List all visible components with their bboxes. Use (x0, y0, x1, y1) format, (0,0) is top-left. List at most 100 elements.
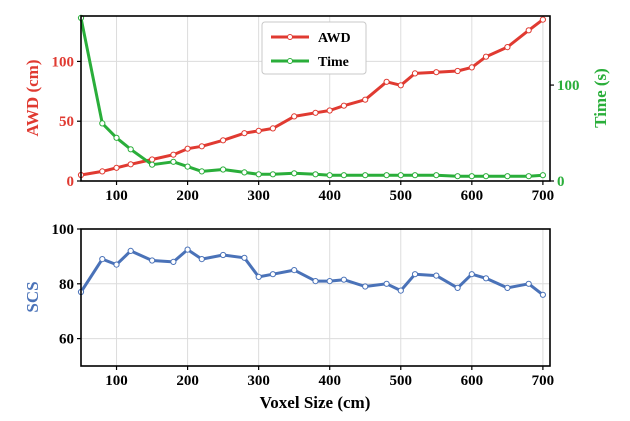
bottom-grid (81, 228, 550, 366)
time-point (433, 172, 440, 179)
awd-point (326, 107, 333, 114)
y-tick-label: 0 (67, 174, 75, 190)
scs-point (113, 261, 120, 268)
top-x-ticks: 100 200 300 400 500 600 700 (105, 181, 554, 204)
awd-point (113, 164, 120, 171)
time-point (170, 158, 177, 165)
bottom-panel: 100 200 300 400 500 600 700 60 80 100 SCS Voxel … (23, 222, 554, 412)
time-point (383, 172, 390, 179)
bottom-x-ticks: 100 200 300 400 500 600 700 (105, 366, 554, 389)
legend-time-label: Time (318, 55, 349, 70)
scs-point (241, 254, 248, 261)
scs-point (468, 271, 475, 278)
scs-point (433, 272, 440, 279)
time-point (340, 172, 347, 179)
awd-point (504, 44, 511, 51)
top-left-y-ticks: 0 50 100 (52, 54, 81, 190)
legend-box (261, 21, 367, 75)
time-point (220, 166, 227, 173)
awd-point (525, 27, 532, 34)
voxel-size-axis-label: Voxel Size (cm) (260, 393, 371, 412)
legend-awd-marker (287, 34, 293, 40)
x-tick-label: 600 (461, 188, 484, 204)
scs-point (149, 257, 156, 264)
awd-point (340, 102, 347, 109)
awd-point (468, 64, 475, 71)
bottom-plot-frame (80, 228, 551, 367)
scs-point (170, 258, 177, 265)
scs-point (291, 267, 298, 274)
awd-point (539, 16, 547, 23)
x-tick-label: 700 (532, 373, 555, 389)
y2-tick-label: 0 (557, 174, 565, 190)
scs-point (184, 246, 191, 253)
scs-point (312, 278, 319, 285)
y-tick-label: 50 (59, 114, 74, 130)
awd-point (454, 67, 461, 75)
awd-point (149, 156, 156, 163)
time-point (241, 169, 248, 176)
awd-point (362, 96, 369, 103)
x-tick-label: 100 (105, 373, 128, 389)
scs-point (504, 284, 511, 291)
scs-point (99, 256, 106, 263)
y-tick-label: 80 (59, 277, 74, 293)
x-tick-label: 300 (247, 373, 270, 389)
scs-point (397, 287, 404, 294)
awd-point (433, 69, 440, 76)
time-point (326, 172, 333, 179)
awd-point (99, 168, 106, 175)
time-point (312, 171, 319, 178)
awd-point (411, 70, 419, 77)
scs-point (340, 276, 347, 283)
scs-point (383, 280, 390, 287)
scs-point (539, 291, 547, 298)
scs-point (482, 275, 490, 282)
x-tick-label: 200 (176, 373, 199, 389)
x-tick-label: 100 (105, 188, 128, 204)
time-point (149, 161, 156, 168)
legend: AWD Time (261, 21, 367, 75)
x-tick-label: 400 (318, 373, 341, 389)
x-tick-label: 500 (390, 188, 413, 204)
awd-point (269, 125, 276, 132)
awd-point (255, 127, 262, 134)
legend-time-marker (287, 58, 293, 64)
awd-point (198, 143, 205, 150)
scs-point (255, 273, 262, 280)
time-point (504, 173, 511, 180)
scs-point (127, 247, 134, 254)
x-tick-label: 400 (318, 188, 341, 204)
awd-point (291, 113, 298, 120)
scs-point (220, 251, 227, 259)
scs-point (326, 278, 333, 285)
awd-axis-label: AWD (cm) (23, 60, 42, 137)
scs-point (411, 271, 419, 278)
time-point (411, 172, 419, 179)
scs-point (525, 280, 532, 287)
top-plot-frame (80, 15, 551, 182)
time-point (362, 172, 369, 179)
time-point (397, 172, 404, 179)
time-point (99, 120, 106, 127)
y-tick-label: 100 (52, 222, 75, 238)
awd-point (397, 82, 404, 89)
time-point (255, 171, 262, 178)
scs-axis-label: SCS (23, 281, 42, 312)
top-right-y-ticks: 0 100 (550, 78, 580, 190)
awd-point (170, 151, 177, 158)
time-point (525, 173, 532, 180)
x-tick-label: 200 (176, 188, 199, 204)
time-point (539, 172, 547, 179)
x-tick-label: 500 (390, 373, 413, 389)
scs-point (454, 284, 461, 291)
awd-point (312, 109, 319, 116)
awd-point (127, 161, 134, 168)
legend-awd-label: AWD (318, 31, 351, 46)
scs-point (269, 271, 276, 278)
time-point (468, 173, 475, 180)
time-point (184, 163, 191, 170)
awd-point (482, 53, 490, 60)
awd-point (241, 130, 248, 137)
